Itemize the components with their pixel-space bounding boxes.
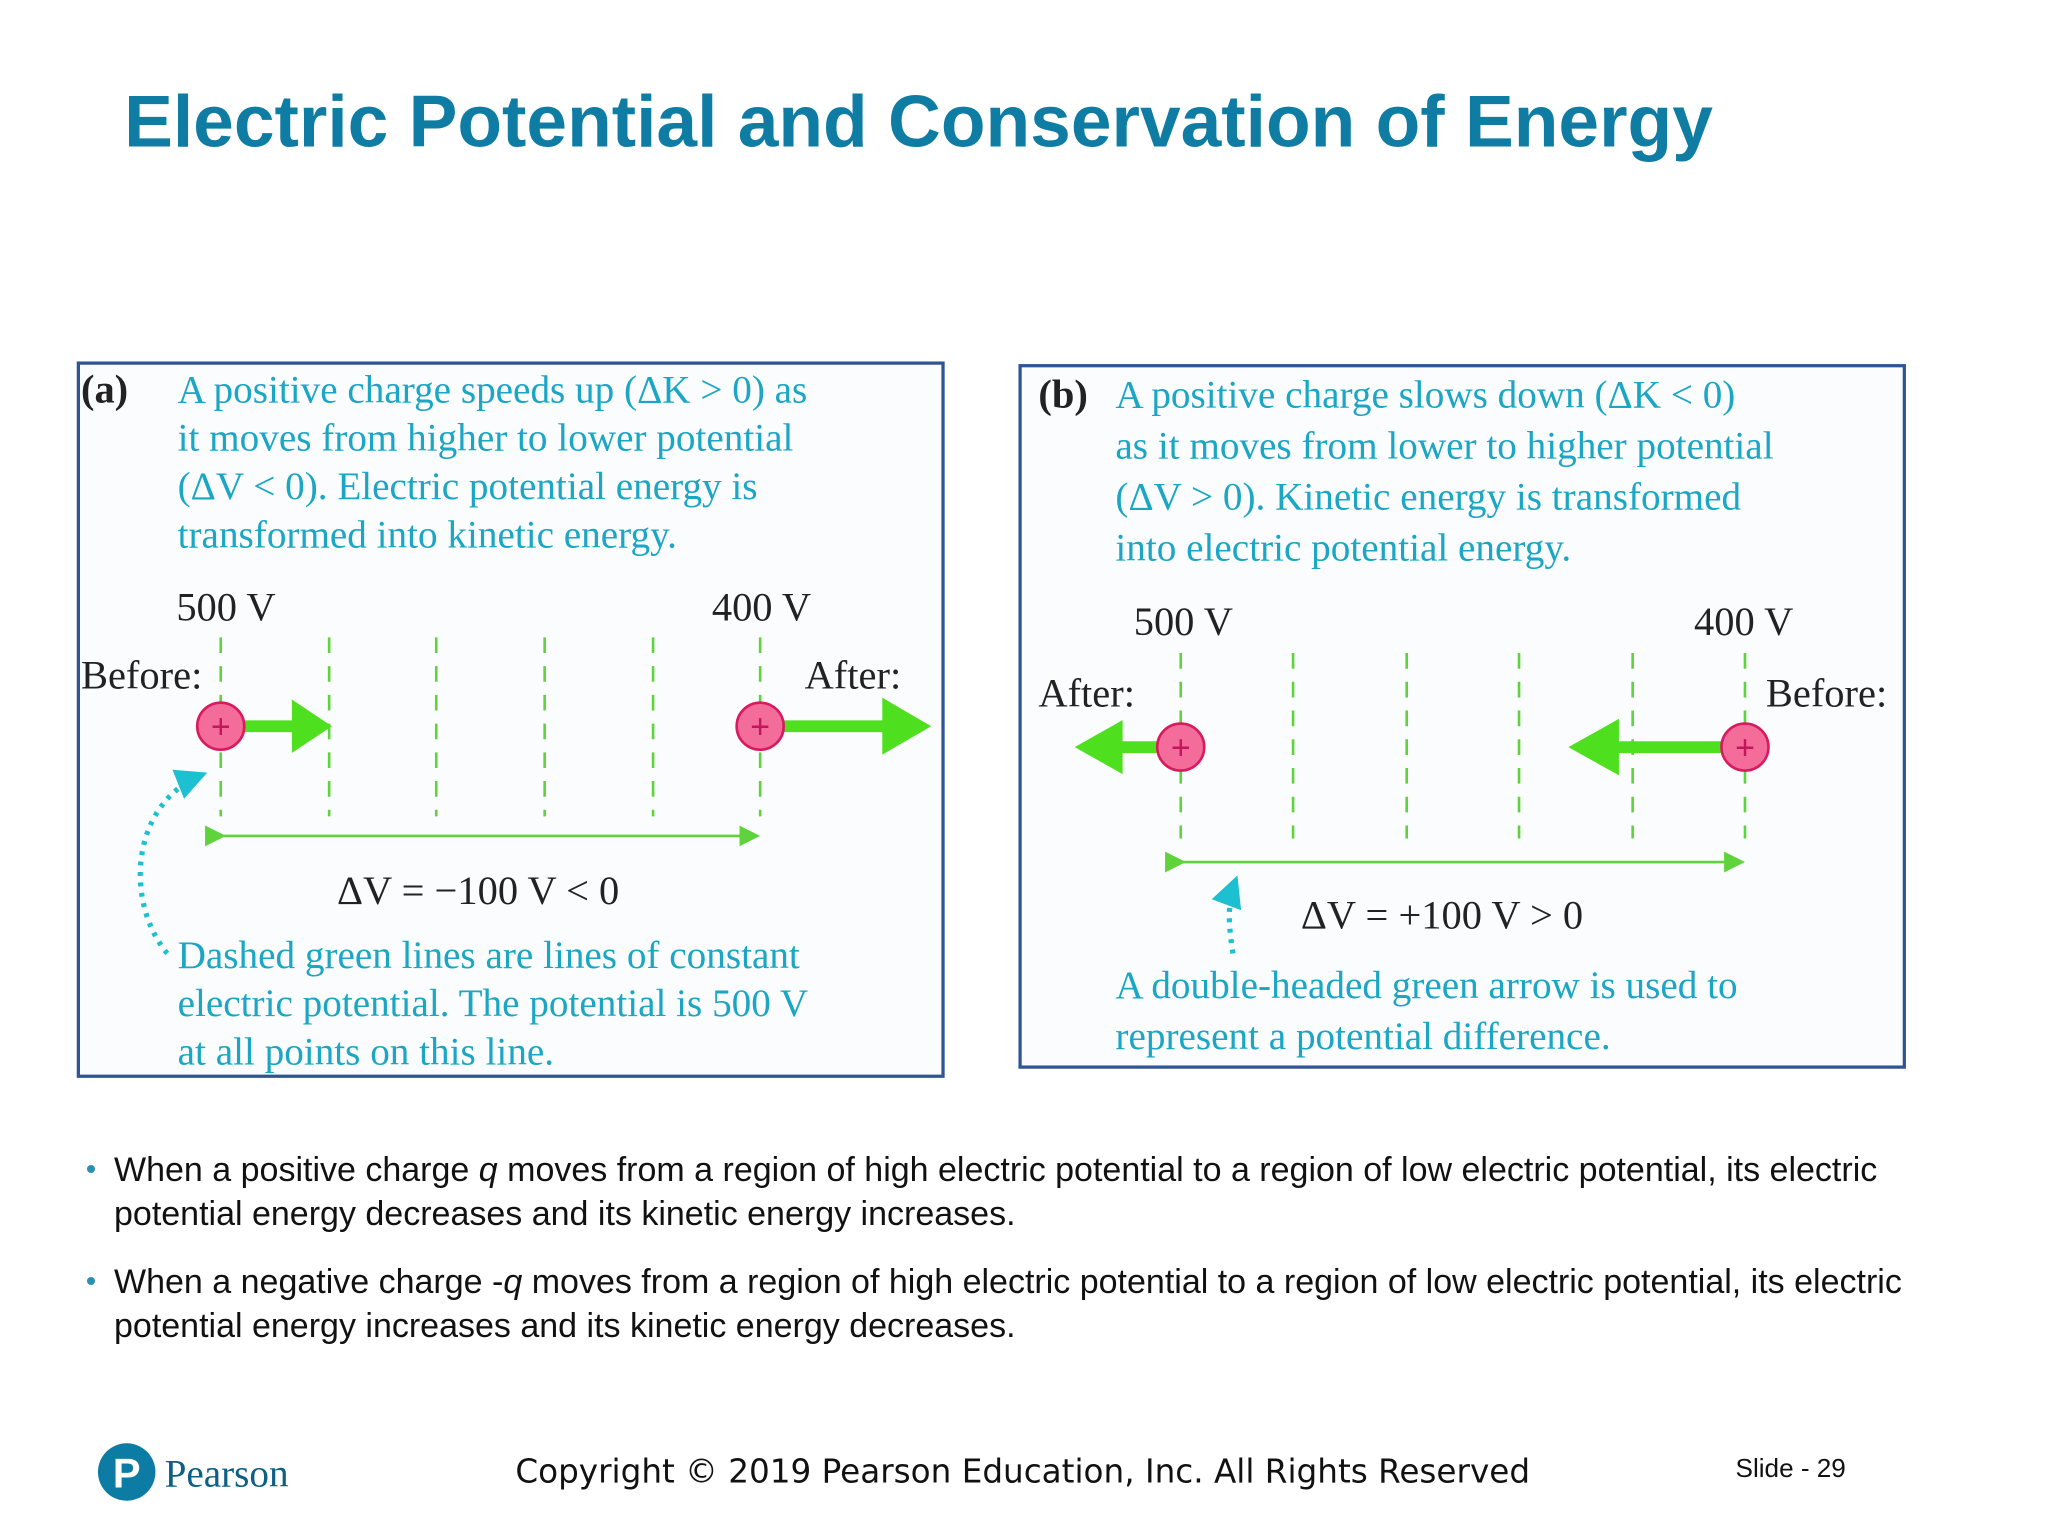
note-line: electric potential. The potential is 500… (178, 982, 809, 1025)
note-line: A double-headed green arrow is used to (1115, 964, 1737, 1007)
velocity-arrow (1568, 718, 1722, 776)
panel-b: (b) A positive charge slows down (ΔK < 0… (1018, 364, 1906, 1069)
state-label: Before: (1766, 671, 1887, 716)
velocity-arrow (1074, 720, 1158, 775)
charge (1720, 722, 1770, 772)
slide-number: Slide - 29 (1736, 1453, 1846, 1483)
state-label: After: (1038, 671, 1135, 716)
bullet-variable: q (503, 1263, 523, 1301)
charge (735, 701, 785, 752)
state-label: Before: (81, 652, 202, 697)
delta-v-label: ΔV = −100 V < 0 (337, 868, 619, 913)
slide-title: Electric Potential and Conservation of E… (124, 81, 1713, 162)
charge-sign: + (1735, 729, 1755, 767)
bullet: When a positive charge q moves from a re… (87, 1148, 1944, 1236)
bullet-text: When a positive charge (114, 1151, 479, 1189)
charge (1155, 722, 1206, 772)
potential-label: 500 V (1134, 599, 1233, 644)
charge (195, 701, 246, 752)
panel-label: (a) (81, 366, 128, 411)
caption-line: (ΔV < 0). Electric potential energy is (178, 465, 758, 508)
potential-label: 400 V (712, 584, 811, 629)
charge-sign: + (211, 708, 231, 746)
charge-sign: + (750, 708, 770, 746)
note-line: Dashed green lines are lines of constant (178, 934, 800, 977)
pearson-logo (97, 1443, 156, 1501)
panel-a: (a) A positive charge speeds up (ΔK > 0)… (76, 361, 945, 1078)
potential-label: 500 V (176, 584, 275, 629)
caption-line: into electric potential energy. (1115, 526, 1571, 569)
bullet-text: When a negative charge - (114, 1263, 504, 1301)
state-label: After: (805, 652, 902, 697)
caption-line: (ΔV > 0). Kinetic energy is transformed (1115, 475, 1741, 518)
charge-sign: + (1171, 729, 1191, 767)
velocity-arrow (783, 697, 932, 755)
bullet: When a negative charge -q moves from a r… (87, 1260, 1944, 1348)
velocity-arrow (244, 699, 332, 753)
caption-line: A positive charge speeds up (ΔK > 0) as (178, 368, 808, 411)
note-line: represent a potential difference. (1115, 1015, 1610, 1058)
bullet-text: moves from a region of high electric pot… (114, 1263, 1902, 1345)
delta-v-label: ΔV = +100 V > 0 (1301, 893, 1583, 938)
note-line: at all points on this line. (178, 1030, 554, 1073)
panel-label: (b) (1038, 372, 1087, 417)
caption-line: as it moves from lower to higher potenti… (1115, 424, 1773, 467)
caption-line: A positive charge slows down (ΔK < 0) (1115, 374, 1735, 417)
caption-line: transformed into kinetic energy. (178, 513, 677, 556)
brand-name: Pearson (165, 1452, 289, 1495)
logo-letter: P (113, 1450, 141, 1497)
bullet-variable: q (478, 1151, 498, 1189)
copyright: Copyright © 2019 Pearson Education, Inc.… (515, 1452, 1530, 1490)
potential-label: 400 V (1694, 599, 1793, 644)
bullet-list: When a positive charge q moves from a re… (87, 1148, 1944, 1372)
caption-line: it moves from higher to lower potential (178, 417, 794, 460)
bullet-text: moves from a region of high electric pot… (114, 1151, 1878, 1233)
